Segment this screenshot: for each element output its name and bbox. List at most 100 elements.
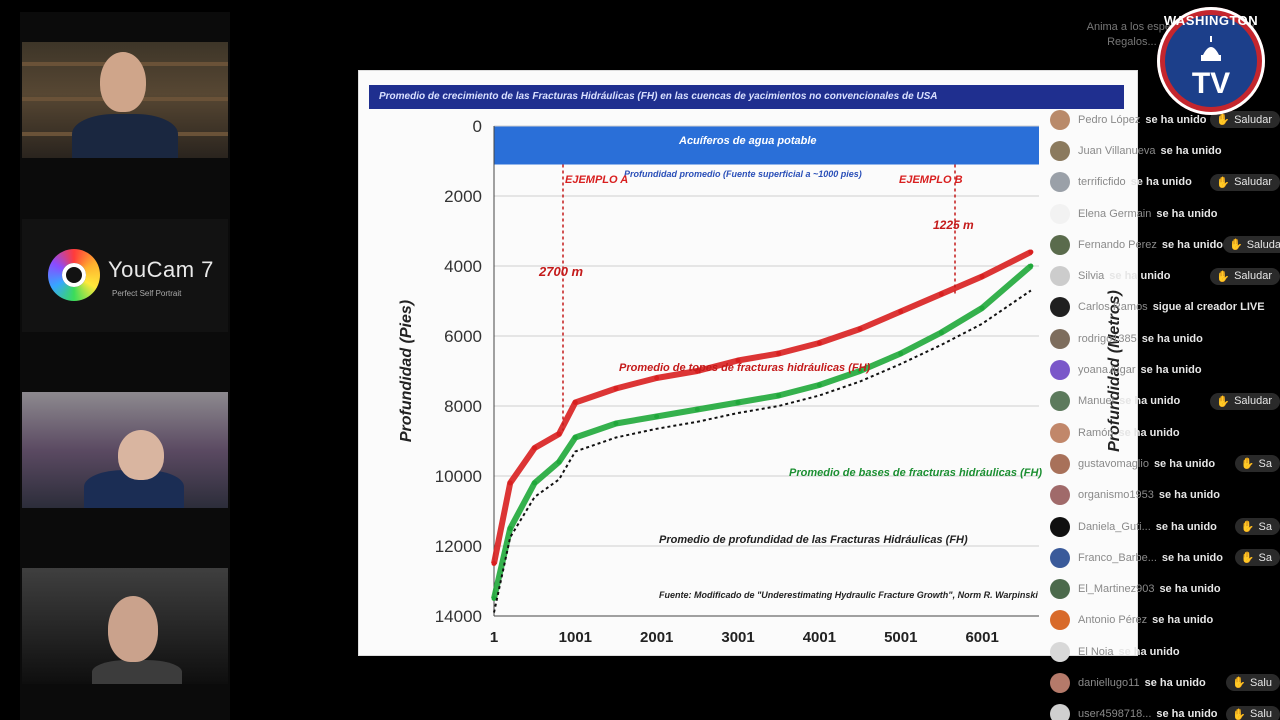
chat-username[interactable]: user4598718... (1078, 708, 1152, 720)
greet-button[interactable]: ✋Saludar (1223, 236, 1280, 254)
greet-button[interactable]: ✋Saludar (1210, 267, 1280, 285)
participant-video-youcam[interactable]: YouCam 7 Perfect Self Portrait (22, 219, 228, 332)
series-point-1 (694, 368, 700, 374)
avatar[interactable] (1050, 203, 1070, 224)
chat-row: Elena Germain se ha unido (1050, 198, 1280, 229)
washington-tv-logo: WASHINGTON TV (1157, 7, 1265, 115)
avatar[interactable] (1050, 641, 1070, 662)
avatar[interactable] (1050, 579, 1070, 600)
chat-row: Daniela_Guti... se ha unido ✋ Sa (1050, 511, 1280, 542)
avatar[interactable] (1050, 297, 1070, 318)
series-point-1 (654, 375, 660, 381)
chat-username[interactable]: Antonio Pérez (1078, 614, 1148, 627)
wave-hand-icon: ✋ (1216, 176, 1231, 189)
greet-button-label: Salu (1249, 708, 1272, 720)
series-point-2 (857, 368, 863, 374)
avatar[interactable] (1050, 109, 1070, 130)
chat-username[interactable]: Silvia (1078, 270, 1105, 283)
series-point-1 (613, 386, 619, 391)
avatar[interactable] (1050, 485, 1070, 506)
chat-username[interactable]: El Noia (1078, 645, 1114, 658)
series-point-1 (979, 274, 985, 279)
greet-button-label: Saludar (1234, 113, 1272, 126)
greet-button[interactable]: ✋ Salu (1226, 705, 1280, 720)
chat-username[interactable]: yoana.lugar (1078, 364, 1136, 377)
chat-username[interactable]: gustavomaglio (1078, 457, 1149, 470)
annotation-source: Fuente: Modificado de "Underestimating H… (659, 590, 1038, 600)
aquifer-band (494, 126, 1039, 165)
y-axis-label: Profundidad (Pies) (398, 300, 415, 442)
chat-row: rodrigo1385 se ha unido (1050, 323, 1280, 354)
participant-column: YouCam 7 Perfect Self Portrait (20, 12, 230, 720)
avatar[interactable] (1050, 140, 1070, 161)
avatar[interactable] (1050, 328, 1070, 349)
avatar[interactable] (1050, 234, 1070, 255)
greet-button-label: Salu (1249, 676, 1272, 689)
chat-username[interactable]: organismo1953 (1078, 489, 1154, 502)
chat-username[interactable]: Franco_Barbe... (1078, 551, 1157, 564)
chat-action: se ha unido (1161, 238, 1224, 251)
chat-action: se ha unido (1141, 332, 1203, 345)
avatar[interactable] (1050, 704, 1070, 720)
annotation-bases: Promedio de bases de fracturas hidráulic… (789, 467, 1042, 479)
chat-username[interactable]: Ramón (1078, 426, 1114, 439)
series-point-2 (491, 596, 497, 601)
chat-username[interactable]: Daniela_Guti... (1078, 520, 1151, 533)
annotation-2700m: 2700 m (538, 264, 584, 279)
wave-hand-icon: ✋ (1216, 114, 1231, 127)
avatar[interactable] (1050, 172, 1070, 193)
chat-action: se ha unido (1130, 176, 1192, 189)
avatar[interactable] (1050, 672, 1070, 693)
greet-button-label: Saludar (1234, 395, 1272, 408)
avatar[interactable] (1050, 516, 1070, 537)
chat-username[interactable]: daniellugo11 (1078, 676, 1140, 689)
chat-username[interactable]: rodrigo1385 (1078, 332, 1137, 345)
annotation-aquifer: Acuíferos de agua potable (678, 135, 817, 147)
chat-username[interactable]: El_Martinez903 (1078, 583, 1155, 596)
series-point-1 (1028, 249, 1034, 255)
greet-button[interactable]: ✋ Sa (1234, 518, 1280, 535)
avatar[interactable] (1050, 391, 1070, 412)
avatar[interactable] (1050, 547, 1070, 568)
series-point-2 (979, 305, 985, 311)
capitol-dome-icon (1201, 36, 1221, 61)
greet-button[interactable]: ✋ Sa (1234, 549, 1280, 567)
x-tick-label: 1001 (559, 629, 592, 646)
chat-username[interactable]: Juan Villanueva (1078, 144, 1156, 157)
chat-action: se ha unido (1152, 614, 1214, 627)
chat-username[interactable]: Carlos Ramos (1078, 301, 1148, 314)
participant-video-3[interactable] (22, 392, 228, 508)
series-point-1 (857, 326, 863, 332)
greet-button[interactable]: ✋ Sa (1234, 455, 1280, 473)
chat-action: se ha unido (1160, 144, 1222, 157)
chat-action: se ha unido (1144, 676, 1206, 689)
chat-row: Juan Villanueva se ha unido (1050, 135, 1280, 166)
series-point-1 (556, 431, 562, 437)
greet-button[interactable]: ✋Saludar (1210, 392, 1280, 410)
avatar[interactable] (1050, 360, 1070, 381)
wave-hand-icon: ✋ (1232, 677, 1246, 690)
avatar[interactable] (1050, 422, 1070, 443)
chat-username[interactable]: Manuel (1078, 395, 1115, 408)
avatar[interactable] (1050, 610, 1070, 631)
participant-video-1[interactable] (22, 42, 228, 158)
chat-username[interactable]: terrificfido (1078, 176, 1126, 189)
chat-row: Pedro López se ha unido ✋ Saludar (1050, 104, 1280, 135)
chat-row: user4598718... se ha unido ✋ Salu (1050, 699, 1280, 720)
annotation-avg-depth: Profundidad promedio (Fuente superficial… (624, 169, 862, 179)
chat-username[interactable]: Pedro López (1078, 113, 1141, 126)
avatar[interactable] (1050, 266, 1070, 287)
chat-username[interactable]: Fernando Perez (1078, 238, 1157, 251)
chat-username[interactable]: Elena Germain (1078, 207, 1152, 220)
participant-video-4[interactable] (22, 568, 228, 684)
chat-action: sigue al creador LIVE (1152, 301, 1265, 314)
series-point-2 (776, 393, 782, 398)
greet-button[interactable]: ✋Saludar (1210, 173, 1280, 191)
greet-button[interactable]: ✋Saludar (1210, 111, 1280, 129)
logo-bottom-text: TV (1191, 67, 1231, 100)
greet-button[interactable]: ✋ Salu (1226, 674, 1280, 692)
wave-hand-icon: ✋ (1216, 270, 1231, 283)
wave-hand-icon: ✋ (1240, 552, 1255, 565)
avatar[interactable] (1050, 453, 1070, 474)
series-point-2 (613, 421, 619, 426)
